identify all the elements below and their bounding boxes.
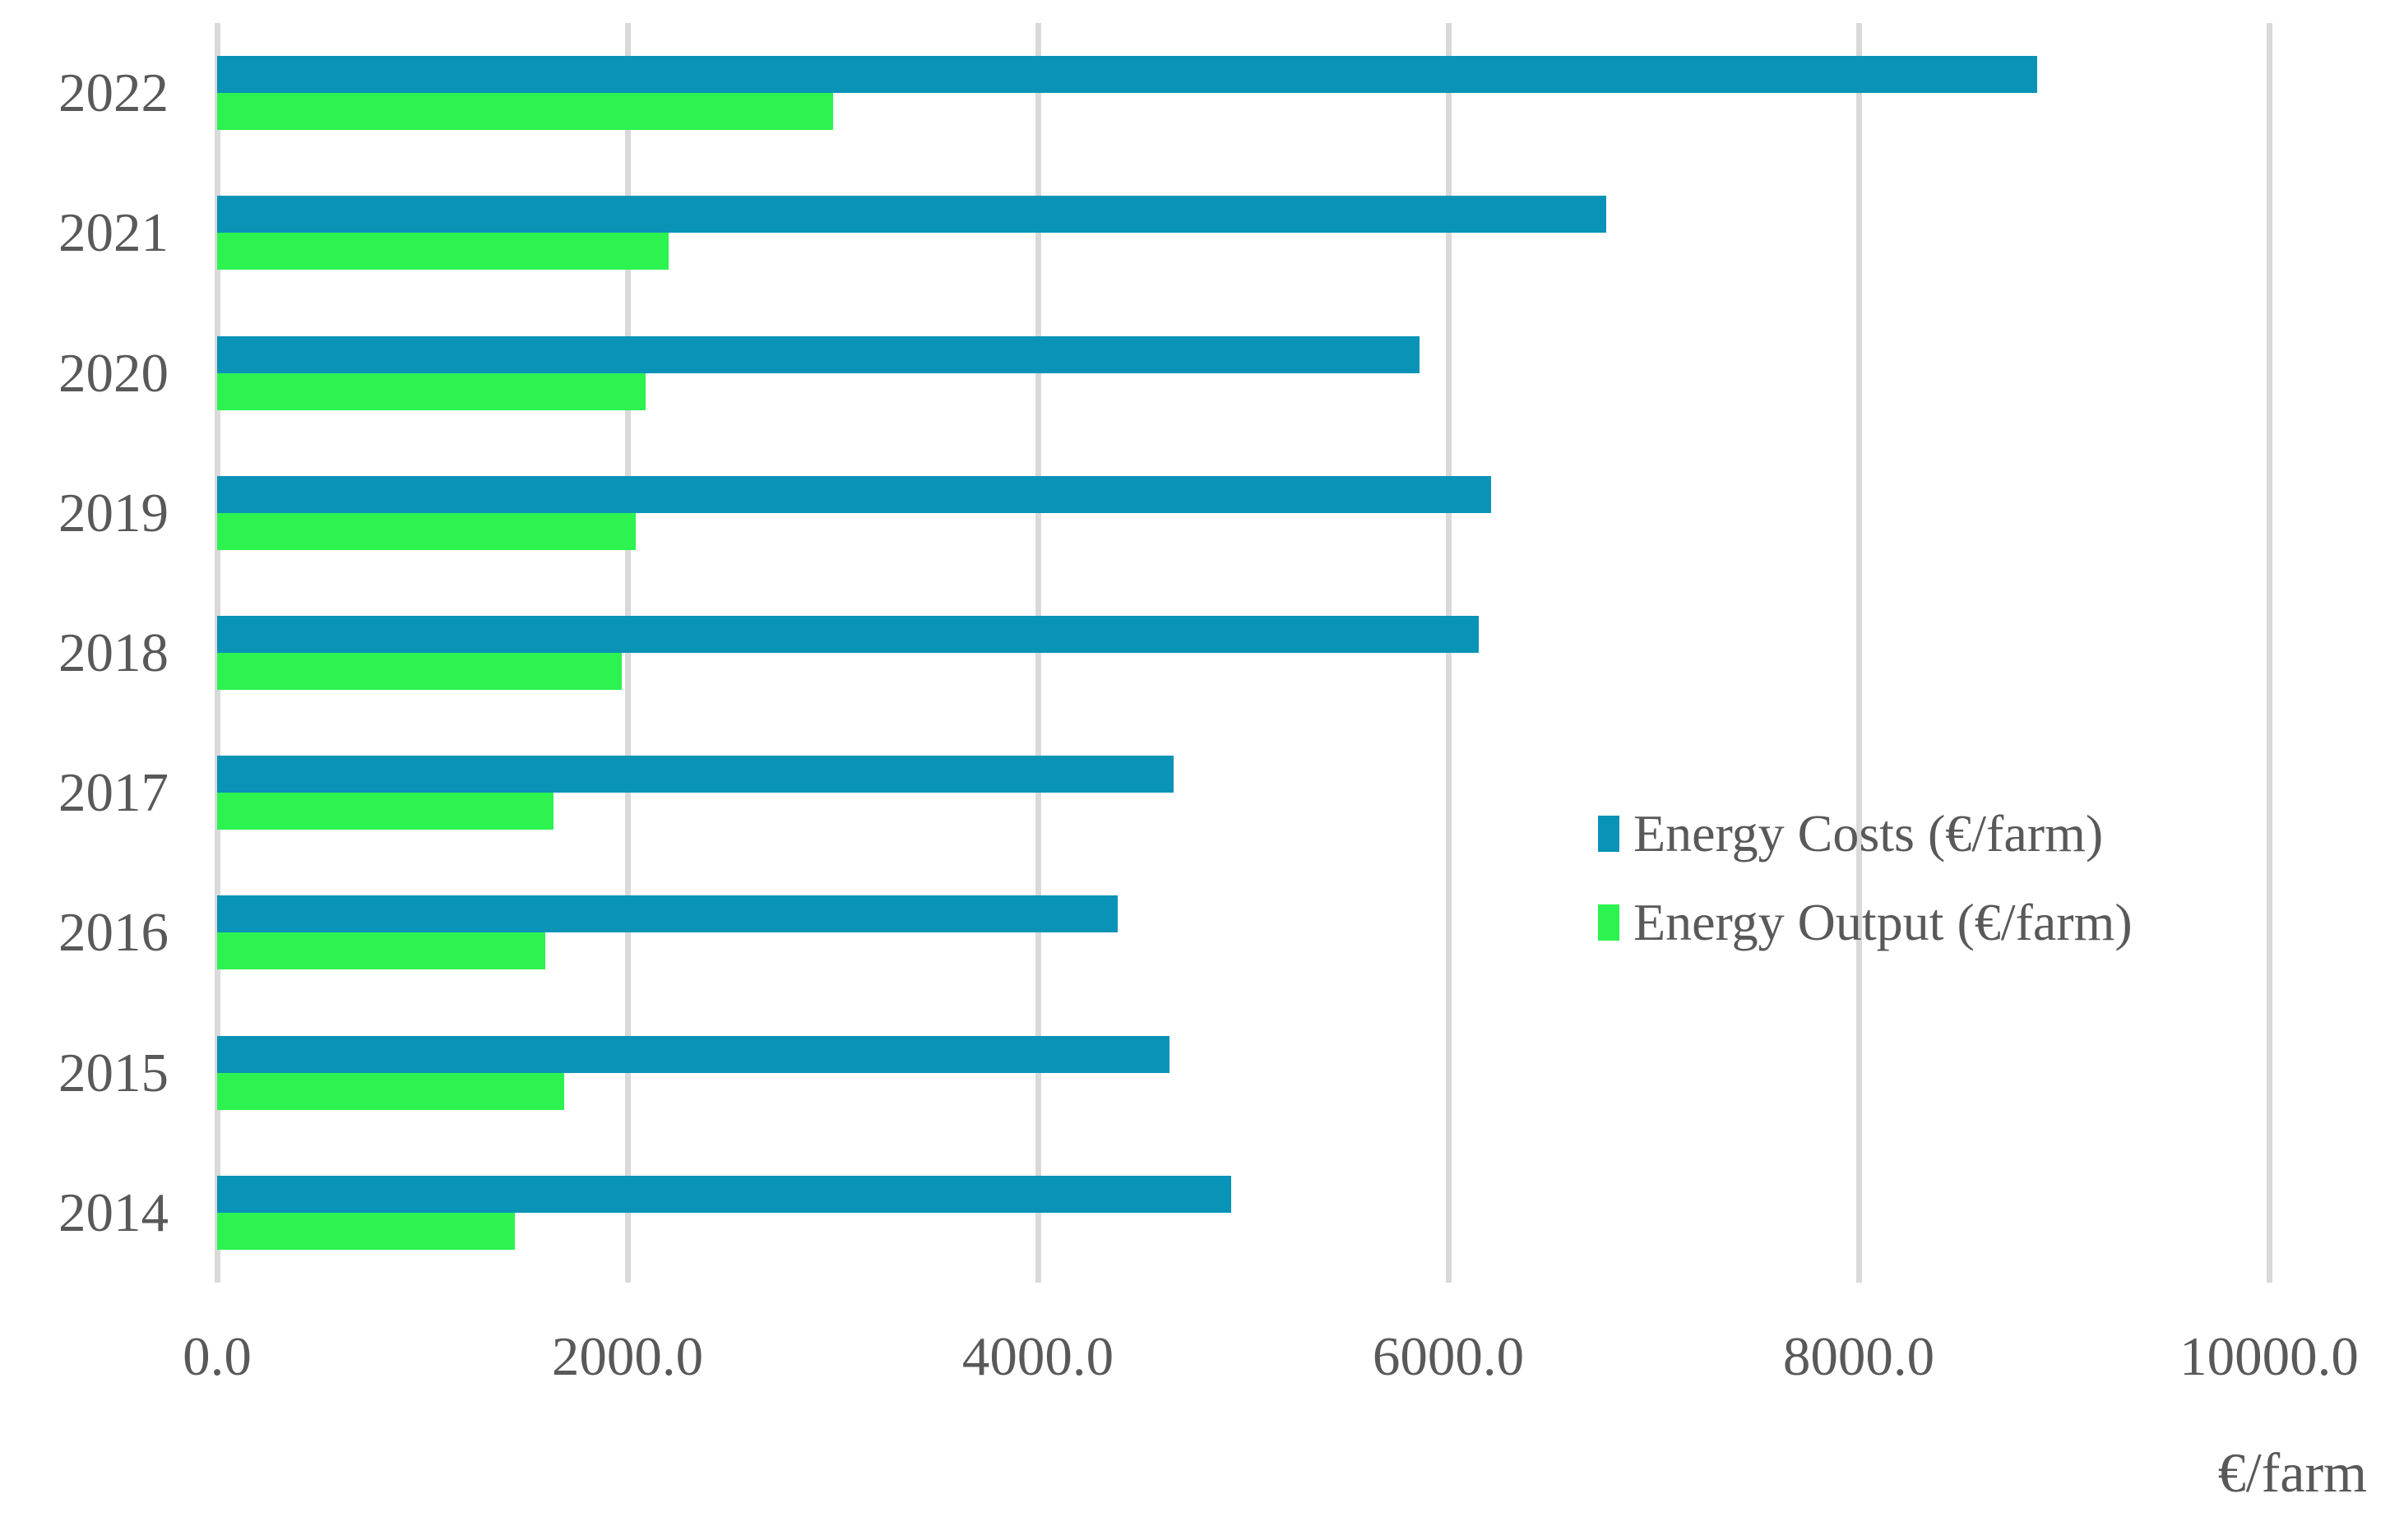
gridline-10000.0 [2267,23,2272,1283]
y-axis-label-2021: 2021 [58,202,169,264]
legend: Energy Costs (€/farm) Energy Output (€/fa… [1598,807,2133,985]
x-axis-title: €/farm [2217,1441,2367,1504]
x-axis-tick-label-10000.0: 10000.0 [2179,1326,2359,1387]
y-axis-label-2022: 2022 [58,62,169,124]
energy-costs-bar-2020 [217,335,1420,373]
legend-swatch-icon [1598,816,1619,852]
energy-costs-bar-2022 [217,56,2038,94]
y-axis-label-2020: 2020 [58,342,169,404]
y-axis-label-2014: 2014 [58,1182,169,1243]
x-axis-tick-label-6000.0: 6000.0 [1372,1326,1525,1387]
y-axis-label-2018: 2018 [58,622,169,683]
legend-label: Energy Output (€/farm) [1633,893,2133,951]
energy-costs-bar-2018 [217,616,1480,653]
legend-swatch-icon [1598,904,1619,941]
energy-costs-bar-2021 [217,196,1607,234]
legend-label: Energy Costs (€/farm) [1633,804,2104,862]
y-axis-label-2017: 2017 [58,762,169,824]
energy-output-bar-2014 [217,1212,515,1250]
x-axis-tick-label-2000.0: 2000.0 [551,1326,704,1387]
x-axis-tick-label-0.0: 0.0 [183,1326,252,1387]
energy-costs-bar-2015 [217,1035,1170,1073]
x-axis-tick-label-4000.0: 4000.0 [961,1326,1114,1387]
energy-costs-bar-2016 [217,895,1119,933]
energy-costs-bar-2014 [217,1175,1231,1213]
gridline-4000.0 [1035,23,1041,1283]
energy-output-bar-2022 [217,93,833,131]
plot-area [215,23,2272,1283]
legend-item-energy-costs: Energy Costs (€/farm) [1598,807,2133,860]
energy-output-bar-2016 [217,932,546,970]
energy-output-bar-2021 [217,233,669,271]
energy-output-bar-2019 [217,512,636,550]
energy-costs-bar-2017 [217,756,1174,793]
energy-output-bar-2018 [217,653,622,690]
energy-costs-bar-2019 [217,475,1492,513]
energy-output-bar-2020 [217,372,646,410]
energy-output-bar-2017 [217,793,554,830]
y-axis-label-2016: 2016 [58,902,169,964]
y-axis-label-2015: 2015 [58,1042,169,1103]
gridline-6000.0 [1446,23,1452,1283]
x-axis-tick-label-8000.0: 8000.0 [1782,1326,1935,1387]
gridline-8000.0 [1856,23,1862,1283]
y-axis-label-2019: 2019 [58,482,169,543]
gridline-2000.0 [625,23,631,1283]
legend-item-energy-output: Energy Output (€/farm) [1598,896,2133,949]
energy-output-bar-2015 [217,1072,564,1110]
